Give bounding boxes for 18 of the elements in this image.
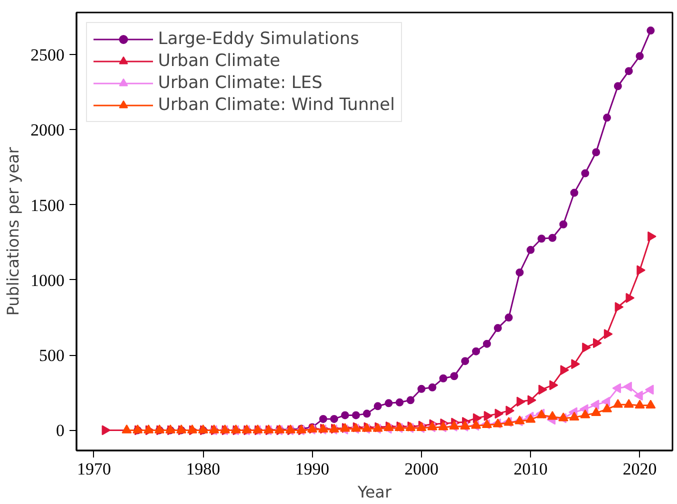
x-tick-label: 2010	[514, 460, 548, 478]
y-tick-label: 1000	[30, 270, 64, 290]
y-axis-title: Publications per year	[4, 146, 22, 316]
x-tick-label: 1970	[76, 460, 111, 478]
y-tick-label: 1500	[30, 196, 64, 215]
y-tick-label: 2000	[30, 120, 64, 140]
x-axis-title: Year	[356, 482, 392, 502]
legend-label: Urban Climate: LES	[158, 73, 322, 93]
y-tick-label: 500	[39, 346, 64, 366]
x-tick-label: 2000	[404, 460, 438, 478]
legend-label: Urban Climate	[158, 51, 280, 71]
y-tick-label: 2500	[30, 46, 64, 65]
x-tick-label: 1990	[295, 460, 330, 478]
y-tick-label: 0	[56, 421, 64, 440]
legend-label: Urban Climate: Wind Tunnel	[158, 95, 395, 115]
x-tick-label: 1980	[186, 460, 220, 478]
legend-label: Large-Eddy Simulations	[158, 29, 360, 49]
x-tick-label: 2020	[622, 460, 657, 478]
